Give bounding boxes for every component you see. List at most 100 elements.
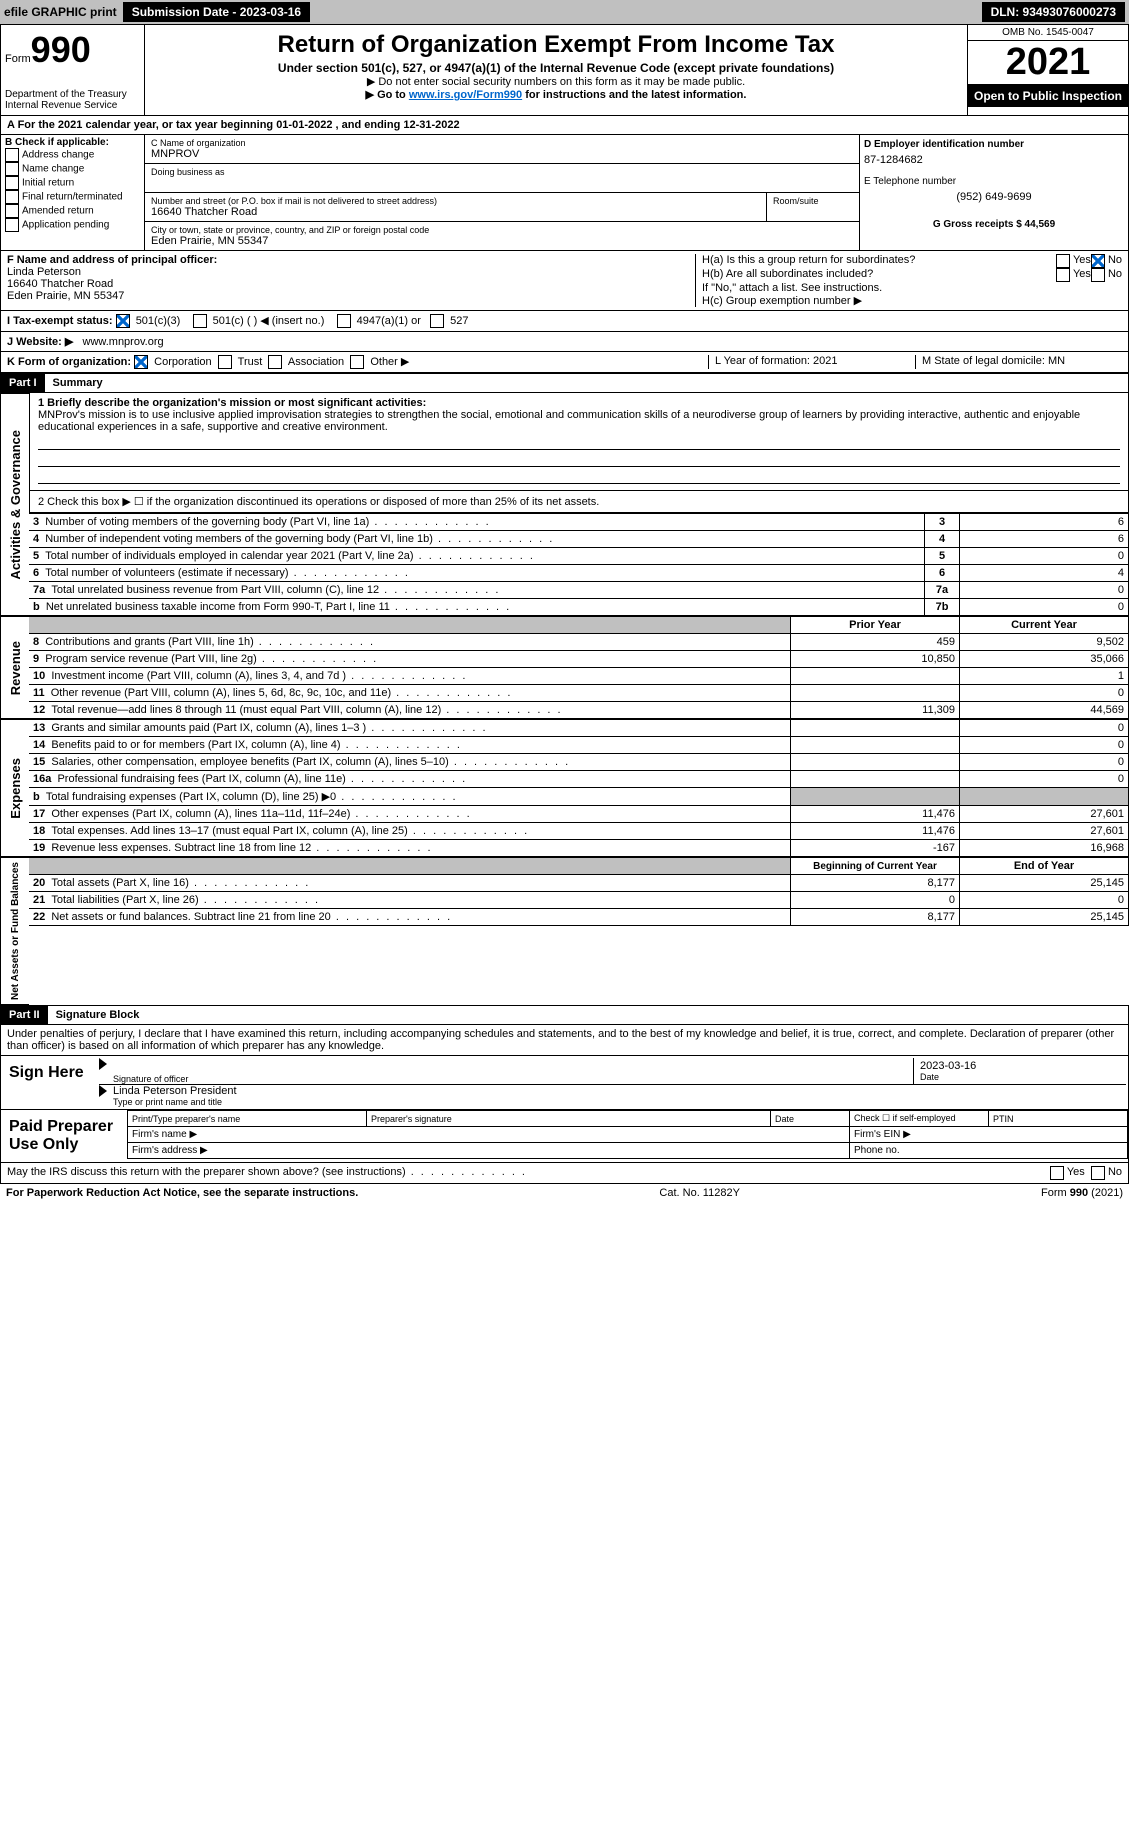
hc-label: H(c) Group exemption number ▶: [702, 294, 1122, 307]
check-corp[interactable]: [134, 355, 148, 369]
table-row: 12 Total revenue—add lines 8 through 11 …: [29, 702, 1129, 719]
table-row: 18 Total expenses. Add lines 13–17 (must…: [29, 823, 1129, 840]
website-label: J Website: ▶: [7, 336, 73, 348]
part1-title: Summary: [45, 377, 103, 389]
label-trust: Trust: [238, 356, 263, 368]
table-row: 21 Total liabilities (Part X, line 26)00: [29, 892, 1129, 909]
table-row: 9 Program service revenue (Part VIII, li…: [29, 651, 1129, 668]
tab-expenses: Expenses: [0, 719, 29, 857]
prep-name-label: Print/Type preparer's name: [128, 1111, 367, 1127]
city-value: Eden Prairie, MN 55347: [151, 235, 853, 247]
section-j: J Website: ▶ www.mnprov.org: [0, 332, 1129, 352]
footer: For Paperwork Reduction Act Notice, see …: [0, 1184, 1129, 1202]
check-final[interactable]: [5, 190, 19, 204]
governance-table: 3 Number of voting members of the govern…: [29, 513, 1129, 616]
hb-note: If "No," attach a list. See instructions…: [702, 282, 1122, 294]
check-501c3[interactable]: [116, 314, 130, 328]
check-hb-yes[interactable]: [1056, 268, 1070, 282]
arrow-icon: [99, 1058, 107, 1070]
form-header: Form990 Department of the Treasury Inter…: [0, 24, 1129, 116]
expenses-section: Expenses 13 Grants and similar amounts p…: [0, 719, 1129, 857]
check-hb-no[interactable]: [1091, 268, 1105, 282]
check-assoc[interactable]: [268, 355, 282, 369]
check-address[interactable]: [5, 148, 19, 162]
discuss-row: May the IRS discuss this return with the…: [0, 1163, 1129, 1184]
table-row: 19 Revenue less expenses. Subtract line …: [29, 840, 1129, 857]
check-ha-yes[interactable]: [1056, 254, 1070, 268]
tab-expenses-label: Expenses: [8, 754, 23, 823]
submission-date-button[interactable]: Submission Date - 2023-03-16: [123, 2, 310, 22]
firm-ein-label: Firm's EIN ▶: [850, 1127, 1128, 1143]
type-name-label: Type or print name and title: [113, 1097, 1126, 1107]
city-label: City or town, state or province, country…: [151, 225, 853, 235]
check-ha-no[interactable]: [1091, 254, 1105, 268]
dln-button[interactable]: DLN: 93493076000273: [982, 2, 1125, 22]
sig-officer-label: Signature of officer: [113, 1058, 913, 1084]
check-name[interactable]: [5, 162, 19, 176]
street-value: 16640 Thatcher Road: [151, 206, 760, 218]
ein-value: 87-1284682: [864, 154, 1124, 166]
section-k: K Form of organization: Corporation Trus…: [7, 355, 708, 369]
label-no: No: [1108, 254, 1122, 268]
sig-date-value: 2023-03-16: [920, 1060, 1120, 1072]
check-discuss-no[interactable]: [1091, 1166, 1105, 1180]
ptin-label: PTIN: [989, 1111, 1128, 1127]
check-initial[interactable]: [5, 176, 19, 190]
top-bar: efile GRAPHIC print Submission Date - 20…: [0, 0, 1129, 24]
table-row: 3 Number of voting members of the govern…: [29, 514, 1129, 531]
table-row: 15 Salaries, other compensation, employe…: [29, 754, 1129, 771]
sign-here-block: Sign Here Signature of officer 2023-03-1…: [0, 1055, 1129, 1163]
section-b: B Check if applicable: Address change Na…: [0, 135, 145, 251]
arrow-icon-2: [99, 1085, 107, 1097]
officer-city: Eden Prairie, MN 55347: [7, 290, 695, 302]
check-501c[interactable]: [193, 314, 207, 328]
revenue-table: Prior YearCurrent Year 8 Contributions a…: [29, 616, 1129, 719]
table-row: 13 Grants and similar amounts paid (Part…: [29, 720, 1129, 737]
officer-name: Linda Peterson: [7, 266, 695, 278]
section-b-title: B Check if applicable:: [5, 137, 140, 148]
check-527[interactable]: [430, 314, 444, 328]
section-fh: F Name and address of principal officer:…: [0, 251, 1129, 311]
table-row: 11 Other revenue (Part VIII, column (A),…: [29, 685, 1129, 702]
org-name: MNPROV: [151, 148, 853, 160]
table-row: 8 Contributions and grants (Part VIII, l…: [29, 634, 1129, 651]
mission-block: 1 Briefly describe the organization's mi…: [29, 393, 1129, 491]
form-word: Form: [5, 53, 31, 65]
label-yes: Yes: [1073, 254, 1091, 268]
label-application-pending: Application pending: [22, 220, 109, 231]
table-row: 6 Total number of volunteers (estimate i…: [29, 565, 1129, 582]
gross-receipts: G Gross receipts $ 44,569: [864, 219, 1124, 230]
table-row: b Total fundraising expenses (Part IX, c…: [29, 788, 1129, 806]
q2-text: 2 Check this box ▶ ☐ if the organization…: [38, 495, 1120, 508]
section-l: L Year of formation: 2021: [708, 355, 915, 369]
label-yes-3: Yes: [1067, 1166, 1085, 1180]
check-discuss-yes[interactable]: [1050, 1166, 1064, 1180]
part1-label: Part I: [1, 374, 45, 392]
preparer-table: Print/Type preparer's name Preparer's si…: [127, 1110, 1128, 1159]
form-number: 990: [31, 29, 91, 70]
table-row: 17 Other expenses (Part IX, column (A), …: [29, 806, 1129, 823]
section-i: I Tax-exempt status: 501(c)(3) 501(c) ( …: [0, 311, 1129, 332]
efile-label: efile GRAPHIC print: [4, 5, 117, 19]
omb-number: OMB No. 1545-0047: [968, 25, 1128, 41]
check-4947[interactable]: [337, 314, 351, 328]
prep-sig-label: Preparer's signature: [367, 1111, 771, 1127]
tab-revenue-label: Revenue: [8, 637, 23, 699]
mission-text: MNProv's mission is to use inclusive app…: [38, 409, 1120, 433]
form-id-box: Form990 Department of the Treasury Inter…: [1, 25, 145, 115]
instructions-link[interactable]: www.irs.gov/Form990: [409, 89, 522, 101]
phone-label: E Telephone number: [864, 176, 1124, 187]
check-trust[interactable]: [218, 355, 232, 369]
label-address-change: Address change: [22, 150, 94, 161]
firm-name-label: Firm's name ▶: [128, 1127, 850, 1143]
part1-body: Activities & Governance 1 Briefly descri…: [0, 393, 1129, 616]
label-assoc: Association: [288, 356, 344, 368]
check-pending[interactable]: [5, 218, 19, 232]
section-h: H(a) Is this a group return for subordin…: [695, 254, 1122, 307]
title-box: Return of Organization Exempt From Incom…: [145, 25, 968, 115]
date-label: Date: [920, 1072, 1120, 1082]
check-other[interactable]: [350, 355, 364, 369]
discuss-label: May the IRS discuss this return with the…: [7, 1166, 1050, 1180]
check-amended[interactable]: [5, 204, 19, 218]
tab-net-label: Net Assets or Fund Balances: [10, 858, 21, 1004]
